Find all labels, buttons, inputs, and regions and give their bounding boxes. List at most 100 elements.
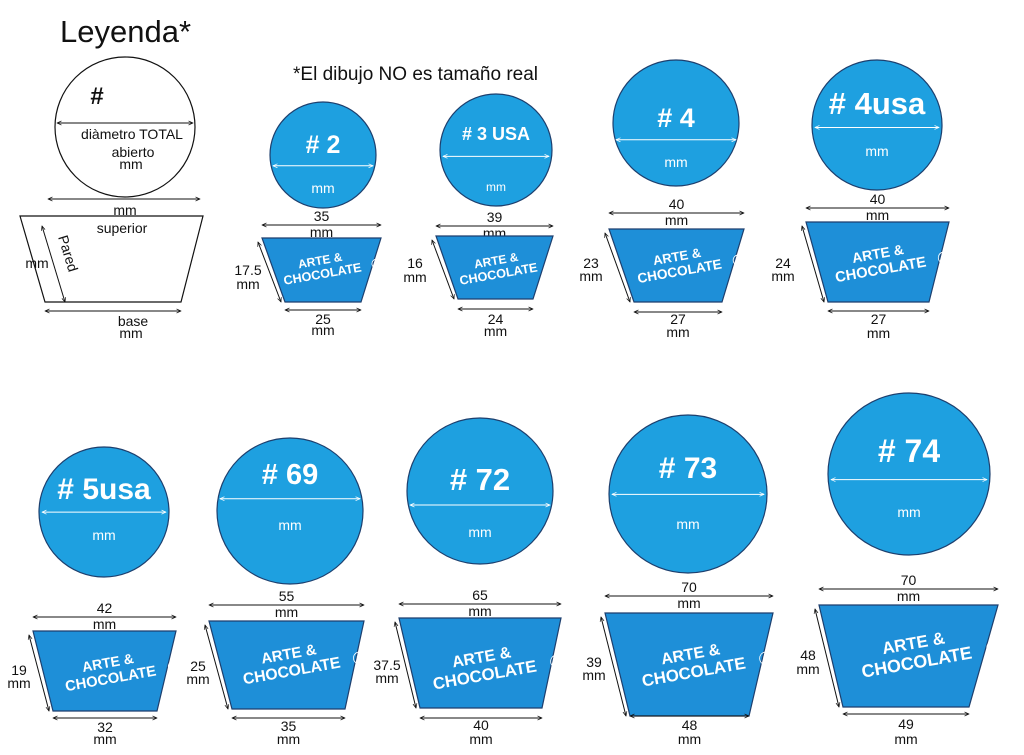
size-circle: [216, 437, 364, 585]
height-arrow: [432, 240, 454, 299]
diameter-unit: mm: [865, 143, 888, 159]
legend-wall-unit: mm: [25, 255, 48, 271]
diameter-unit: mm: [486, 180, 506, 194]
legend-title: Leyenda*: [60, 14, 191, 49]
size-name: # 4usa: [829, 86, 926, 121]
registered-mark-letter: R: [990, 643, 999, 654]
height-value: 39: [586, 654, 602, 670]
height-value: 48: [800, 647, 816, 663]
size-name: # 74: [878, 433, 940, 469]
height-value: 23: [583, 255, 599, 271]
scale-note: *El dibujo NO es tamaño real: [293, 64, 538, 85]
registered-mark-letter: R: [374, 261, 380, 269]
top-value: 70: [901, 572, 917, 588]
height-unit: mm: [7, 675, 30, 691]
size-name: # 2: [306, 131, 341, 159]
top-value: 40: [669, 196, 685, 212]
top-unit: mm: [310, 224, 333, 240]
height-unit: mm: [771, 268, 794, 284]
registered-mark: [732, 254, 744, 266]
base-value: 25: [315, 311, 331, 327]
height-arrow: [815, 609, 839, 707]
height-unit: mm: [375, 670, 398, 686]
registered-mark-letter: R: [941, 254, 948, 264]
height-arrow: [601, 617, 626, 716]
size-name: # 73: [659, 452, 717, 485]
diameter-unit: mm: [897, 504, 920, 520]
legend-top-label: superior: [97, 220, 148, 236]
top-value: 65: [472, 587, 488, 603]
registered-mark: [759, 651, 773, 666]
height-arrow: [205, 625, 228, 709]
height-value: 25: [190, 658, 206, 674]
height-unit: mm: [796, 661, 819, 677]
registered-mark-letter: R: [553, 657, 561, 668]
top-unit: mm: [665, 212, 688, 228]
registered-mark: [547, 258, 558, 269]
height-value: 19: [11, 662, 27, 678]
height-arrow: [605, 233, 630, 302]
height-arrow: [258, 242, 281, 302]
base-unit: mm: [277, 731, 300, 747]
top-unit: mm: [866, 207, 889, 223]
base-unit: mm: [894, 731, 917, 747]
height-value: 17.5: [234, 262, 261, 278]
diameter-unit: mm: [311, 180, 334, 196]
legend: Leyenda* *El dibujo NO es tamaño real # …: [19, 14, 538, 341]
top-value: 42: [97, 600, 113, 616]
legend-top-unit: mm: [113, 202, 136, 218]
diameter-unit: mm: [278, 517, 301, 533]
registered-mark: [550, 654, 564, 669]
legend-circle-symbol: #: [90, 83, 103, 110]
diameter-unit: mm: [468, 524, 491, 540]
base-value: 32: [97, 719, 113, 735]
size-circle: [827, 392, 991, 556]
height-unit: mm: [236, 276, 259, 292]
base-unit: mm: [666, 324, 689, 340]
height-arrow: [802, 226, 824, 302]
size-circle: [811, 59, 943, 191]
registered-mark-letter: R: [356, 654, 363, 664]
size-circle: [269, 101, 377, 209]
legend-diameter-label: diàmetro TOTAL: [81, 126, 183, 142]
top-value: 70: [681, 579, 697, 595]
registered-mark: [937, 251, 950, 264]
legend-diameter-unit: mm: [119, 156, 142, 172]
height-unit: mm: [582, 667, 605, 683]
registered-mark-letter: R: [762, 654, 770, 665]
registered-mark: [986, 640, 1001, 655]
legend-diameter-label2: abierto: [112, 144, 155, 160]
base-value: 24: [488, 311, 504, 327]
registered-mark: [167, 660, 180, 673]
top-value: 55: [279, 588, 295, 604]
base-unit: mm: [678, 731, 701, 747]
height-value: 37.5: [373, 657, 400, 673]
legend-wall-arrow: [42, 226, 65, 302]
base-unit: mm: [867, 325, 890, 341]
registered-mark-letter: R: [171, 663, 178, 673]
top-unit: mm: [93, 616, 116, 632]
top-unit: mm: [677, 595, 700, 611]
diameter-unit: mm: [664, 154, 687, 170]
size-name: # 3 USA: [462, 124, 530, 144]
top-unit: mm: [897, 588, 920, 604]
base-unit: mm: [311, 322, 334, 338]
height-arrow: [29, 635, 49, 711]
top-unit: mm: [468, 603, 491, 619]
legend-base-unit: mm: [119, 325, 142, 341]
height-value: 24: [775, 255, 791, 271]
legend-base-label: base: [118, 313, 149, 329]
top-value: 39: [487, 209, 503, 225]
height-unit: mm: [186, 671, 209, 687]
size-name: # 69: [262, 459, 318, 491]
